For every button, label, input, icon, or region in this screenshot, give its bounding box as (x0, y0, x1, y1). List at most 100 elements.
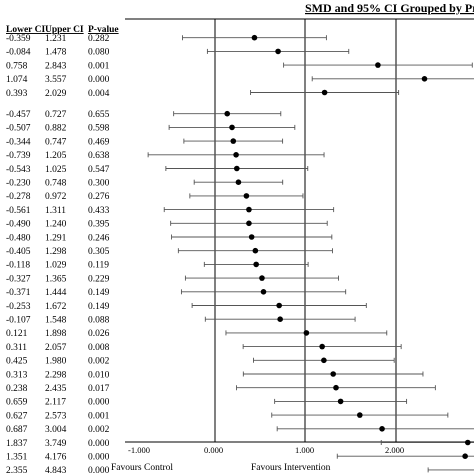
smd-point (234, 165, 240, 172)
lower-ci-cell: -0.344 (6, 137, 31, 147)
upper-ci-cell: 1.240 (45, 220, 67, 230)
lower-ci-cell: -0.739 (6, 151, 31, 161)
upper-ci-cell: 2.435 (45, 384, 67, 394)
smd-point (464, 439, 471, 446)
upper-ci-cell: 1.205 (45, 151, 67, 161)
upper-ci-cell: 4.176 (45, 453, 67, 463)
lower-ci-cell: -0.371 (6, 288, 31, 298)
p-value-cell: 0.282 (88, 34, 110, 44)
smd-point (303, 330, 310, 336)
smd-point (246, 220, 252, 227)
p-value-cell: 0.088 (88, 316, 110, 326)
lower-ci-cell: 0.627 (6, 411, 28, 421)
lower-ci-cell: -0.084 (6, 48, 31, 58)
p-value-cell: 0.002 (88, 357, 110, 367)
upper-ci-cell: 0.972 (45, 192, 67, 202)
p-value-cell: 0.001 (88, 411, 110, 421)
p-value-cell: 0.149 (88, 302, 110, 312)
p-value-cell: 0.000 (88, 75, 110, 85)
upper-ci-cell: 1.029 (45, 261, 67, 271)
lower-ci-cell: 1.351 (6, 453, 28, 463)
lower-ci-cell: -0.507 (6, 124, 31, 134)
smd-point (337, 398, 344, 405)
smd-point (375, 62, 381, 68)
lower-ci-cell: 0.659 (6, 398, 28, 408)
lower-ci-cell: -0.457 (6, 110, 31, 120)
smd-point (252, 247, 259, 254)
x-tick-label: 2.000 (385, 445, 404, 455)
smd-point (243, 193, 250, 199)
p-value-cell: 0.001 (88, 61, 110, 71)
smd-point (421, 76, 428, 82)
p-value-cell: 0.300 (88, 179, 110, 189)
upper-ci-cell: 1.025 (45, 165, 67, 175)
p-value-cell: 0.002 (88, 425, 110, 435)
smd-point (260, 289, 267, 295)
p-value-cell: 0.149 (88, 288, 110, 298)
lower-ci-cell: 0.425 (6, 357, 28, 367)
upper-ci-cell: 0.727 (45, 110, 67, 120)
smd-point (275, 48, 281, 55)
lower-ci-cell: -0.359 (6, 34, 31, 44)
p-value-cell: 0.655 (88, 110, 110, 120)
lower-ci-cell: 0.687 (6, 425, 28, 435)
chart-title: SMD and 95% CI Grouped by Protoco (305, 1, 474, 15)
favours-intervention-label: Favours Intervention (251, 463, 331, 473)
lower-ci-cell: -0.490 (6, 220, 31, 230)
smd-point (230, 138, 237, 144)
smd-point (259, 275, 265, 281)
smd-point (229, 124, 235, 131)
p-value-cell: 0.010 (88, 370, 110, 380)
smd-point (277, 316, 283, 323)
smd-point (319, 343, 325, 350)
upper-ci-cell: 0.748 (45, 179, 67, 189)
upper-ci-cell: 2.573 (45, 411, 67, 421)
lower-ci-cell: -0.405 (6, 247, 31, 257)
lower-ci-cell: -0.327 (6, 274, 31, 284)
p-value-cell: 0.305 (88, 247, 110, 257)
upper-ci-cell: 1.478 (45, 48, 67, 58)
header-upper-ci: Upper CI (45, 25, 84, 35)
p-value-cell: 0.638 (88, 151, 110, 161)
lower-ci-cell: -0.118 (6, 261, 30, 271)
lower-ci-cell: -0.107 (6, 316, 31, 326)
lower-ci-cell: -0.480 (6, 233, 31, 243)
smd-point (357, 412, 363, 418)
lower-ci-cell: -0.561 (6, 206, 31, 216)
upper-ci-cell: 1.231 (45, 34, 67, 44)
p-value-cell: 0.080 (88, 48, 110, 58)
upper-ci-cell: 2.117 (45, 398, 66, 408)
upper-ci-cell: 0.882 (45, 124, 67, 134)
x-tick-label: 0.000 (204, 445, 223, 455)
p-value-cell: 0.246 (88, 233, 110, 243)
upper-ci-cell: 2.843 (45, 61, 67, 71)
header-p-value: P-value (88, 25, 119, 35)
upper-ci-cell: 3.557 (45, 75, 67, 85)
lower-ci-cell: 0.311 (6, 343, 27, 353)
smd-point (253, 261, 259, 268)
x-tick-label: 1.000 (295, 445, 314, 455)
upper-ci-cell: 1.291 (45, 233, 67, 243)
p-value-cell: 0.598 (88, 124, 110, 134)
upper-ci-cell: 3.749 (45, 439, 67, 449)
p-value-cell: 0.008 (88, 343, 110, 353)
upper-ci-cell: 0.747 (45, 137, 67, 147)
smd-point (321, 89, 328, 96)
p-value-cell: 0.004 (88, 89, 110, 99)
p-value-cell: 0.119 (88, 261, 109, 271)
p-value-cell: 0.276 (88, 192, 110, 202)
p-value-cell: 0.000 (88, 466, 110, 474)
upper-ci-cell: 3.004 (45, 425, 67, 435)
p-value-cell: 0.000 (88, 453, 110, 463)
smd-point (462, 453, 468, 460)
lower-ci-cell: 2.355 (6, 466, 28, 474)
header-lower-ci: Lower CI (6, 25, 45, 35)
upper-ci-cell: 1.980 (45, 357, 67, 367)
lower-ci-cell: -0.253 (6, 302, 31, 312)
lower-ci-cell: 1.074 (6, 75, 28, 85)
smd-point (330, 371, 336, 377)
p-value-cell: 0.000 (88, 439, 110, 449)
smd-point (235, 179, 242, 185)
smd-point (248, 234, 255, 240)
